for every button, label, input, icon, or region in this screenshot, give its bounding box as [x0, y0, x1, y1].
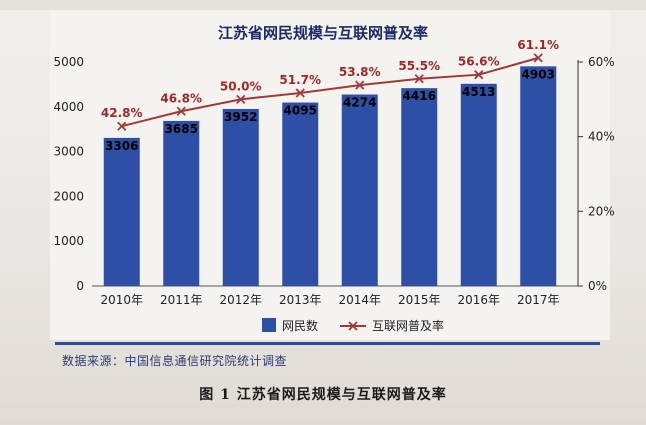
x-axis-tick-label: 2012年 [219, 293, 262, 307]
figure-caption: 图 1 江苏省网民规模与互联网普及率 [199, 387, 447, 403]
x-axis-tick-label: 2013年 [279, 293, 322, 307]
bar [163, 120, 200, 286]
line-point [474, 70, 484, 80]
x-axis-tick-label: 2014年 [338, 293, 381, 307]
bar-value-label: 3306 [105, 139, 138, 153]
left-axis-tick-label: 4000 [53, 100, 84, 114]
line-point [414, 74, 424, 84]
legend-item-label: 互联网普及率 [372, 318, 444, 333]
source-divider [55, 342, 600, 345]
line-point [117, 121, 127, 131]
right-axis-tick-label: 0% [588, 279, 607, 293]
chart-title: 江苏省网民规模与互联网普及率 [218, 24, 428, 42]
bar-value-label: 4095 [284, 104, 317, 118]
bar-value-label: 4416 [403, 89, 436, 103]
legend-item-label: 网民数 [282, 318, 318, 333]
x-axis-tick-label: 2011年 [160, 293, 203, 307]
left-axis-tick-label: 3000 [53, 145, 84, 159]
left-axis-tick-label: 1000 [53, 234, 84, 248]
data-source-note: 数据来源：中国信息通信研究院统计调查 [62, 354, 288, 368]
line-value-label: 46.8% [160, 91, 202, 105]
bar [341, 94, 378, 286]
page-top-strip [0, 0, 646, 10]
line-point [295, 88, 305, 98]
line-value-label: 53.8% [339, 65, 381, 79]
line-series: 42.8% 46.8% 50.0% 51.7% 53.8% 55.5% 56.6% 61.1% [101, 38, 559, 131]
bar-value-label: 4903 [522, 67, 555, 81]
right-axis-tick-label: 20% [588, 204, 615, 218]
bar-value-label: 4274 [343, 96, 376, 110]
line-value-label: 51.7% [279, 73, 321, 87]
x-axis-tick-label: 2016年 [457, 293, 500, 307]
bar-series: 3306 3685 3952 4095 4274 4416 4513 4903 [103, 66, 557, 286]
x-axis-tick-label: 2010年 [100, 293, 143, 307]
right-axis: 0% 20% 40% 60% [577, 55, 615, 293]
left-axis: 0 1000 2000 3000 4000 5000 [53, 55, 578, 293]
line-value-label: 55.5% [398, 59, 440, 73]
line-point [355, 80, 365, 90]
bar [460, 83, 497, 286]
right-axis-tick-label: 40% [588, 130, 615, 144]
line-value-label: 56.6% [458, 55, 500, 69]
bar [222, 108, 259, 286]
line-path [121, 56, 539, 128]
left-axis-tick-label: 5000 [53, 55, 84, 69]
left-axis-tick-label: 2000 [53, 189, 84, 203]
left-axis-tick-label: 0 [76, 279, 84, 293]
x-axis-tick-label: 2015年 [398, 293, 441, 307]
x-axis-tick-label: 2017年 [517, 293, 560, 307]
line-value-label: 61.1% [517, 38, 559, 52]
line-value-label: 50.0% [220, 79, 262, 93]
line-point [236, 94, 246, 104]
bar [401, 88, 438, 286]
bar-value-label: 4513 [462, 85, 495, 99]
line-point [176, 106, 186, 116]
bar-value-label: 3952 [224, 110, 257, 124]
line-point [533, 53, 543, 63]
legend-line-swatch [340, 321, 366, 331]
right-axis-tick-label: 60% [588, 55, 615, 69]
legend: 网民数 互联网普及率 [262, 318, 444, 333]
line-value-label: 42.8% [101, 106, 143, 120]
bar-value-label: 3685 [165, 122, 198, 136]
bar [520, 66, 557, 286]
x-axis-labels: 2010年 2011年 2012年 2013年 2014年 2015年 2016年 2017年 [100, 293, 559, 307]
legend-bar-swatch [262, 318, 276, 332]
bar [282, 102, 319, 286]
bar [103, 137, 140, 286]
